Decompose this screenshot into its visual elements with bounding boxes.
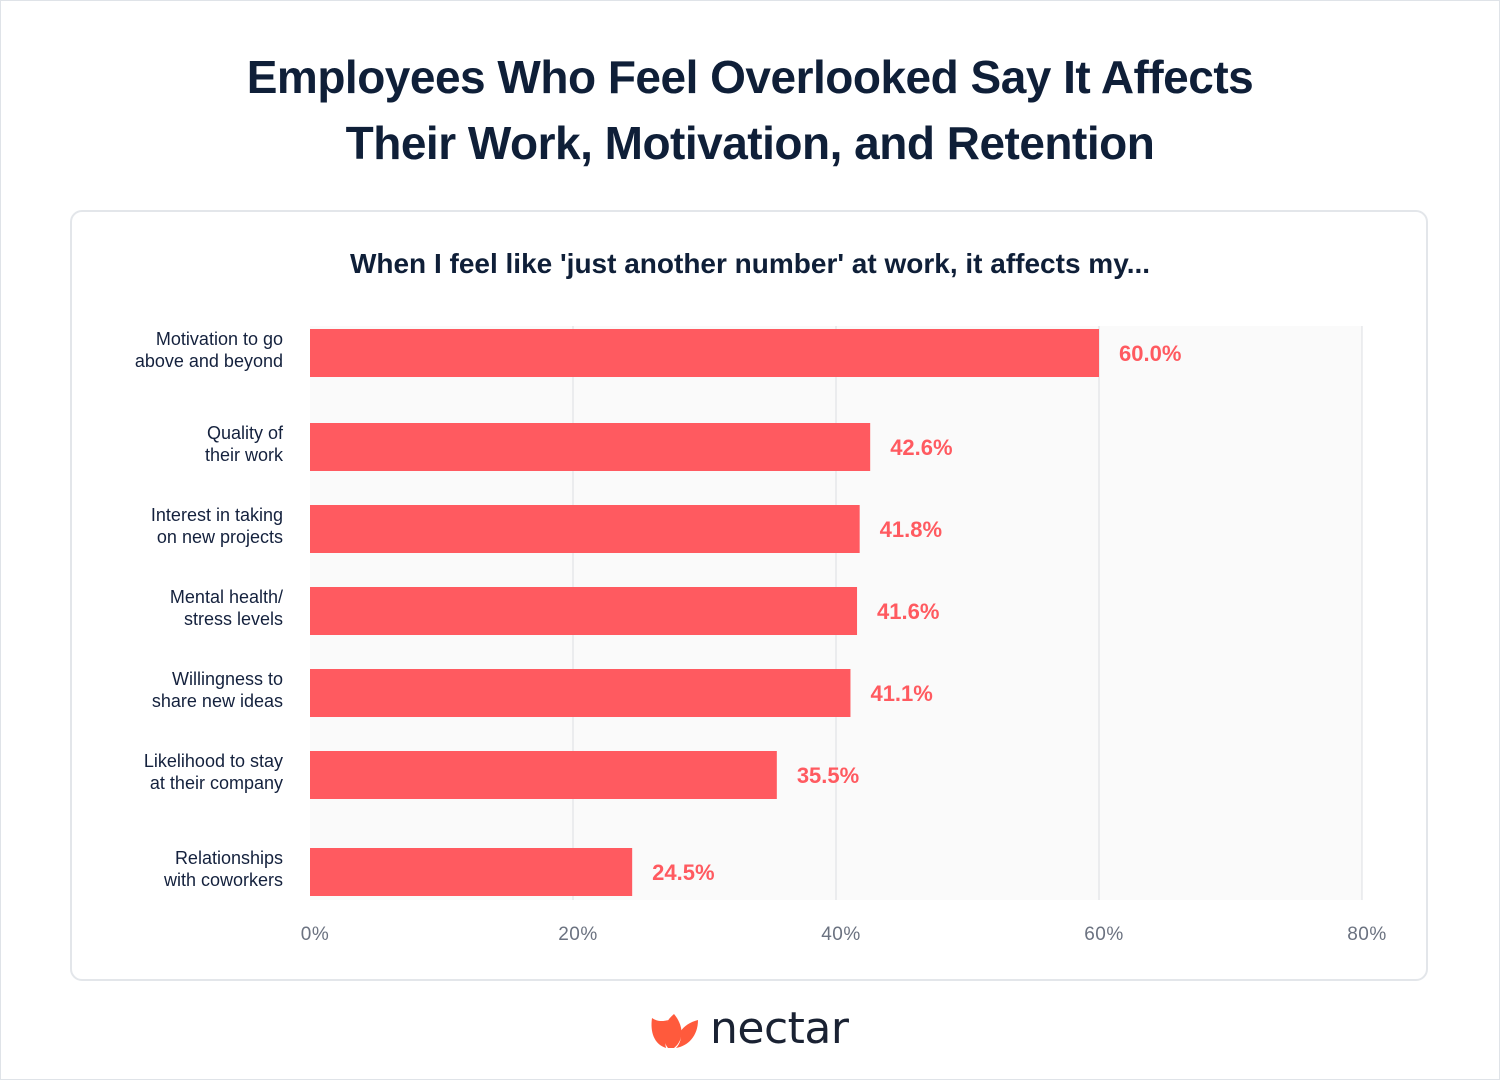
brand-name: nectar	[710, 1003, 849, 1054]
category-label: share new ideas	[152, 691, 283, 711]
bar	[310, 848, 633, 896]
data-label: 41.6%	[877, 599, 939, 624]
category-label: Relationships	[175, 848, 283, 868]
bar	[310, 669, 851, 717]
x-tick-label: 40%	[821, 924, 861, 945]
data-label: 41.1%	[870, 681, 932, 706]
category-label: Interest in taking	[151, 505, 283, 525]
data-label: 41.8%	[880, 517, 942, 542]
category-label: their work	[205, 445, 284, 465]
bar	[310, 505, 860, 553]
category-label: at their company	[150, 773, 283, 793]
x-tick-label: 60%	[1084, 924, 1124, 945]
nectar-logo: nectar	[648, 1004, 858, 1056]
category-label: with coworkers	[163, 870, 283, 890]
x-tick-label: 80%	[1347, 924, 1387, 945]
data-label: 60.0%	[1119, 341, 1181, 366]
bar	[310, 423, 871, 471]
category-label: Mental health/	[170, 587, 283, 607]
data-label: 35.5%	[797, 763, 859, 788]
category-label: Quality of	[207, 423, 284, 443]
category-label: stress levels	[184, 609, 283, 629]
page-title: Employees Who Feel Overlooked Say It Aff…	[0, 44, 1500, 176]
nectar-leaf-icon	[651, 1014, 698, 1048]
chart-title: When I feel like 'just another number' a…	[349, 248, 1151, 279]
page-title-line-2: Their Work, Motivation, and Retention	[345, 117, 1155, 169]
data-label: 24.5%	[652, 860, 714, 885]
data-label: 42.6%	[890, 435, 952, 460]
x-tick-label: 0%	[301, 924, 329, 945]
category-label: Motivation to go	[156, 329, 283, 349]
category-label: Willingness to	[172, 669, 283, 689]
category-label: Likelihood to stay	[144, 751, 283, 771]
bar	[310, 751, 777, 799]
category-label: above and beyond	[135, 351, 283, 371]
x-tick-label: 20%	[558, 924, 598, 945]
bar	[310, 329, 1099, 377]
bar	[310, 587, 858, 635]
page-title-line-1: Employees Who Feel Overlooked Say It Aff…	[246, 51, 1254, 103]
category-label: on new projects	[157, 527, 283, 547]
